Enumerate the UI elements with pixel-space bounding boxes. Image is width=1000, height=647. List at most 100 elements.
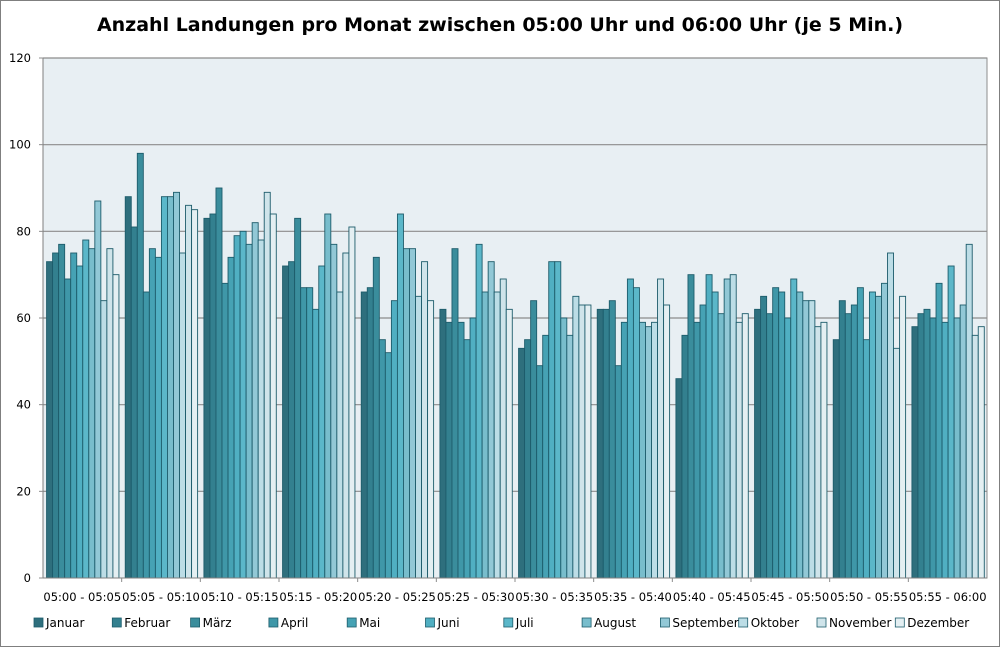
bar-april-11	[929, 317, 937, 579]
bar-juli-11	[947, 265, 955, 579]
y-tick-label: 80	[16, 224, 31, 238]
bar-august-2	[245, 243, 253, 579]
x-tick-label: 05:05 - 05:10	[122, 590, 200, 604]
bar-september-6	[566, 334, 574, 579]
bar-januar-7	[596, 308, 604, 579]
legend-item-september: September	[660, 616, 739, 630]
bar-märz-7	[608, 300, 616, 579]
bar-juli-0	[82, 239, 90, 579]
bar-märz-0	[58, 243, 66, 579]
bar-märz-1	[136, 152, 144, 579]
bar-oktober-3	[336, 291, 344, 579]
bar-juli-8	[711, 291, 719, 579]
bar-februar-1	[130, 226, 138, 579]
y-tick-label: 100	[9, 138, 31, 152]
bar-mai-10	[856, 287, 864, 579]
bar-juni-5	[469, 317, 477, 579]
legend-swatch	[346, 617, 357, 628]
legend-label: Januar	[45, 616, 84, 630]
x-tick-label: 05:30 - 05:35	[515, 590, 593, 604]
bar-juni-6	[548, 261, 556, 579]
bar-februar-4	[366, 287, 374, 579]
y-axis-ticks: 0 20 40 60 80 100 120	[9, 51, 43, 585]
legend-label: Mai	[359, 616, 380, 630]
bar-januar-10	[832, 339, 840, 579]
x-tick-label: 05:25 - 05:30	[437, 590, 515, 604]
gridlines	[43, 57, 987, 492]
bar-mai-6	[542, 334, 550, 579]
bar-februar-5	[445, 321, 453, 579]
bar-dezember-9	[820, 321, 828, 579]
bar-dezember-11	[977, 326, 985, 579]
bar-dezember-6	[584, 304, 592, 579]
bar-dezember-7	[663, 304, 671, 579]
bar-dezember-10	[899, 295, 907, 579]
bar-september-7	[645, 326, 652, 579]
bar-april-9	[772, 287, 780, 579]
bar-april-10	[850, 304, 858, 579]
bar-september-9	[802, 300, 810, 579]
bar-juni-10	[862, 339, 870, 579]
bar-januar-5	[439, 308, 447, 579]
bar-august-0	[88, 248, 96, 579]
bar-mai-2	[227, 256, 235, 579]
legend-swatch	[503, 617, 514, 628]
bar-februar-6	[524, 339, 532, 579]
bar-februar-9	[760, 295, 768, 579]
bar-april-6	[536, 365, 544, 579]
bar-september-1	[173, 191, 180, 579]
y-tick-label: 60	[16, 311, 31, 325]
bar-juli-1	[160, 196, 168, 579]
bar-september-0	[94, 200, 102, 579]
legend-label: August	[594, 616, 636, 630]
bar-juni-8	[705, 274, 713, 579]
legend-label: April	[281, 616, 308, 630]
legend-item-dezember: Dezember	[894, 616, 969, 630]
bar-juni-9	[784, 317, 792, 579]
bar-oktober-7	[651, 321, 659, 579]
bar-dezember-1	[191, 209, 199, 579]
legend-item-mai: Mai	[346, 616, 380, 630]
bar-juni-3	[312, 308, 320, 579]
legend-swatch	[425, 617, 435, 628]
x-tick-label: 05:10 - 05:15	[201, 590, 279, 604]
bar-april-5	[457, 321, 465, 579]
bar-dezember-2	[269, 213, 277, 579]
bar-juni-11	[941, 321, 949, 579]
bar-april-4	[378, 339, 386, 579]
chart-title: Anzahl Landungen pro Monat zwischen 05:0…	[96, 14, 904, 36]
bar-august-6	[560, 317, 568, 579]
legend-label: September	[672, 616, 738, 630]
bar-november-5	[499, 278, 507, 579]
bar-august-7	[639, 321, 646, 579]
bar-juni-4	[390, 300, 398, 579]
bar-märz-2	[215, 187, 223, 579]
x-tick-label: 05:00 - 05:05	[43, 590, 121, 604]
bar-märz-6	[530, 300, 538, 579]
legend-label: März	[203, 616, 232, 630]
bar-september-5	[487, 261, 495, 579]
bar-april-2	[221, 282, 229, 579]
bar-april-0	[64, 278, 72, 579]
x-tick-label: 05:40 - 05:45	[673, 590, 751, 604]
legend-swatch	[33, 617, 44, 628]
bar-oktober-4	[415, 295, 422, 579]
bar-juni-0	[76, 265, 84, 579]
bar-januar-4	[360, 291, 368, 579]
bar-dezember-3	[348, 226, 356, 579]
legend-swatch	[581, 617, 592, 628]
bar-november-3	[342, 252, 350, 579]
bar-november-6	[578, 304, 586, 579]
bar-februar-7	[602, 308, 610, 579]
y-tick-label: 120	[9, 51, 31, 65]
legend-item-juli: Juli	[503, 616, 534, 630]
bar-april-3	[300, 287, 308, 579]
bar-september-3	[330, 243, 338, 579]
legend-label: Februar	[124, 616, 170, 630]
x-tick-label: 05:20 - 05:25	[358, 590, 436, 604]
y-tick-label: 20	[16, 484, 31, 498]
bar-dezember-8	[741, 313, 749, 579]
bar-mai-9	[778, 291, 786, 579]
legend-item-april: April	[268, 616, 308, 630]
